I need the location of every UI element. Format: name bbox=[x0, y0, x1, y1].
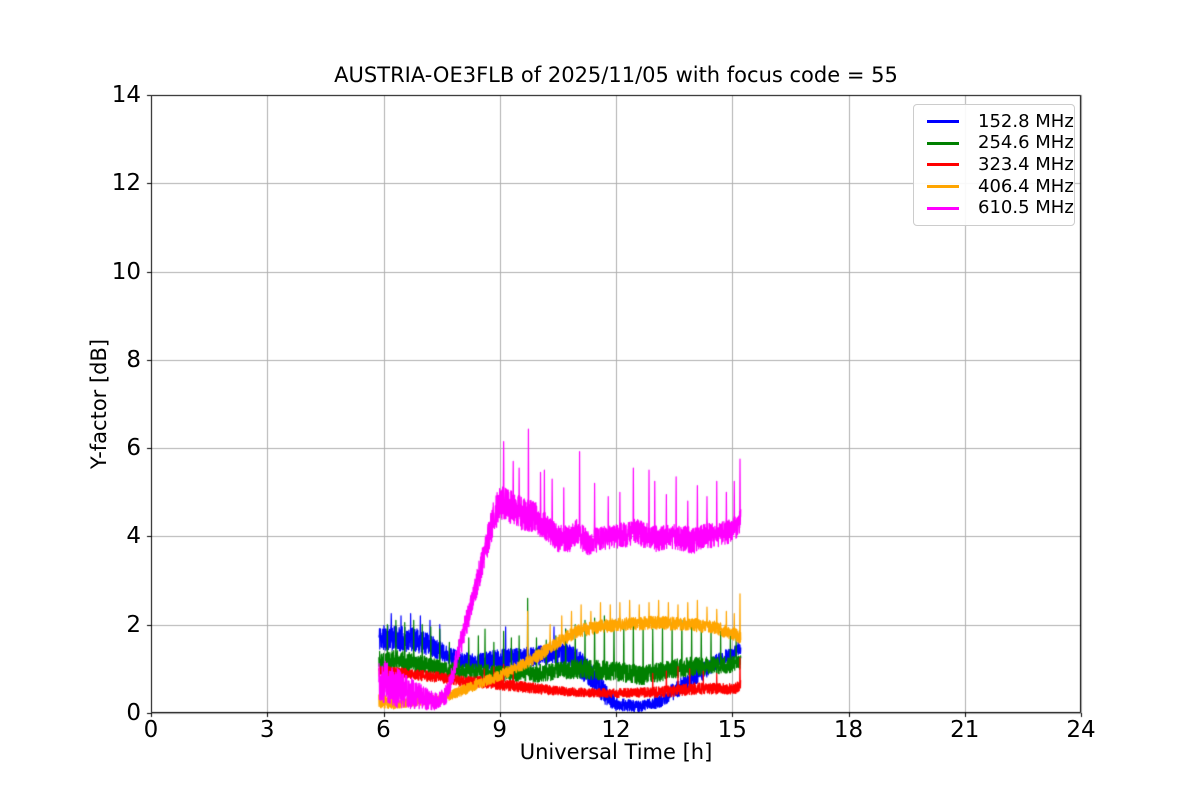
y-tick-label: 14 bbox=[111, 82, 141, 108]
legend-label: 323.4 MHz bbox=[978, 153, 1074, 175]
legend-label: 152.8 MHz bbox=[978, 110, 1074, 132]
x-tick-label: 24 bbox=[1066, 717, 1096, 743]
x-axis-label: Universal Time [h] bbox=[519, 740, 713, 764]
legend-item: 254.6 MHz bbox=[922, 133, 1074, 153]
x-tick-label: 12 bbox=[601, 717, 631, 743]
y-tick-label: 2 bbox=[126, 611, 141, 638]
x-tick-label: 3 bbox=[259, 717, 275, 743]
x-tick-label: 18 bbox=[833, 717, 864, 743]
x-tick-label: 21 bbox=[950, 717, 980, 743]
x-tick-label: 6 bbox=[376, 717, 391, 743]
legend-swatch bbox=[927, 185, 959, 189]
y-tick-label: 8 bbox=[126, 346, 141, 373]
legend-label: 254.6 MHz bbox=[978, 132, 1074, 154]
chart-title: AUSTRIA-OE3FLB of 2025/11/05 with focus … bbox=[334, 63, 898, 87]
legend-swatch bbox=[927, 120, 959, 124]
legend-label: 406.4 MHz bbox=[978, 175, 1074, 197]
x-tick-label: 9 bbox=[492, 717, 508, 743]
legend-item: 406.4 MHz bbox=[922, 176, 1074, 197]
legend-label: 610.5 MHz bbox=[978, 197, 1074, 219]
legend-swatch bbox=[927, 206, 959, 210]
legend-swatch bbox=[927, 163, 959, 167]
legend-item: 323.4 MHz bbox=[922, 154, 1074, 175]
y-tick-label: 6 bbox=[126, 435, 141, 462]
x-tick-label: 0 bbox=[143, 717, 159, 743]
y-tick-label: 12 bbox=[111, 170, 141, 197]
y-tick-label: 4 bbox=[126, 523, 141, 550]
legend-swatch bbox=[927, 141, 959, 145]
y-tick-label: 0 bbox=[126, 700, 141, 726]
legend-item: 152.8 MHz bbox=[922, 111, 1074, 132]
y-tick-label: 10 bbox=[111, 258, 141, 285]
legend: 152.8 MHz 254.6 MHz 323.4 MHz 406.4 MHz 610.… bbox=[913, 104, 1075, 226]
x-tick-label: 15 bbox=[717, 717, 747, 743]
legend-item: 610.5 MHz bbox=[922, 198, 1074, 218]
